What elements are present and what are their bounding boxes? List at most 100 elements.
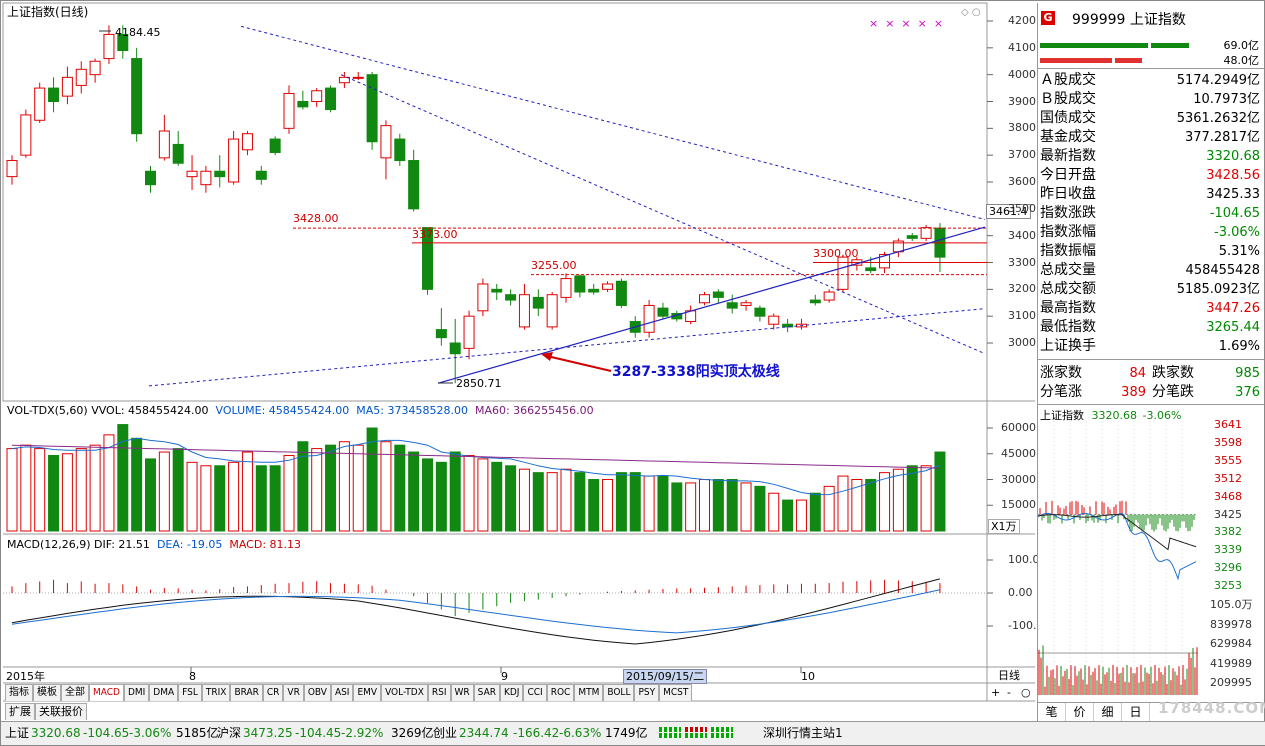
tab-cr[interactable]: CR [262,684,284,701]
tab-obv[interactable]: OBV [303,684,331,701]
buy-strength-bar-2 [1151,43,1189,48]
volume-tick-label: 60000 [1001,421,1036,434]
tab-mcst[interactable]: MCST [659,684,693,701]
count-label: 跌家数 [1152,365,1194,381]
period-label[interactable]: 日线 [998,669,1020,682]
volume-bar [145,458,156,532]
volume-bar [422,458,433,532]
candle-body [408,160,420,210]
status-hs-name[interactable]: 沪深 [217,726,242,740]
quote-row: 指数涨幅 -3.06% [1040,223,1262,242]
tab-指标[interactable]: 指标 [5,684,33,701]
price-tick-label: 3100 [1008,309,1036,323]
level-label-3255: 3255.00 [531,259,577,272]
mini-tab-detail[interactable]: 细 [1094,703,1122,721]
quote-divider [1038,68,1264,69]
quote-row-label: 今日开盘 [1040,167,1096,183]
tab-fsl[interactable]: FSL [178,684,202,701]
status-cy-name[interactable]: 创业 [433,726,458,740]
candle-body [574,275,586,293]
candle-body [269,138,281,153]
tab-模板[interactable]: 模板 [33,684,61,701]
chart-canvas[interactable] [1,1,1037,721]
volume-bar [712,479,724,532]
price-panel-frame [2,2,988,402]
quote-row-value: 10.7973亿 [1193,92,1260,107]
mini-tab-ticks[interactable]: 笔 [1038,703,1066,721]
candle-body [823,291,835,301]
count-value-up: 84 [1129,366,1146,381]
mini-tab-price[interactable]: 价 [1066,703,1094,721]
tab-emv[interactable]: EMV [353,684,382,701]
quote-row-label: 基金成交 [1040,129,1096,145]
tab-psy[interactable]: PSY [634,684,660,701]
tab-kdj[interactable]: KDJ [499,684,524,701]
tab-dma[interactable]: DMA [149,684,179,701]
downtrend-line-upper [240,25,986,221]
tab-vr[interactable]: VR [283,684,304,701]
date-label-oct: 10 [801,670,815,683]
tab-brar[interactable]: BRAR [230,684,263,701]
tab-dmi[interactable]: DMI [123,684,150,701]
status-server[interactable]: 深圳行情主站1 [763,726,843,740]
quote-row-label: 总成交量 [1040,262,1096,278]
count-row: 涨家数 84 跌家数 985 [1040,364,1262,383]
mini-tab-daily[interactable]: 日 [1122,703,1150,721]
quote-row: Ｂ股成交 10.7973亿 [1040,90,1262,109]
candle-body [394,138,406,162]
volume-bar [671,482,683,532]
volume-bar [934,451,946,532]
quote-row-label: Ａ股成交 [1040,72,1096,88]
tab-wr[interactable]: WR [450,684,474,701]
volume-bar [172,448,184,532]
candle-body [546,294,558,328]
quote-row-value: 5.31% [1218,244,1260,259]
mini-axis-label: 3425 [1214,507,1242,521]
count-value-down: 985 [1235,366,1260,381]
volume-bar [643,475,655,532]
candle-body [117,33,129,52]
volume-bar [297,441,309,532]
window-control-icons[interactable]: ◇ ○ [961,7,981,18]
quote-row: 指数振幅 5.31% [1040,242,1262,261]
volume-bar [782,499,794,532]
tab-related-quotes[interactable]: 关联报价 [35,703,87,720]
candle-body [6,160,18,178]
price-tick-label: 4000 [1008,67,1036,81]
tab-macd[interactable]: MACD [89,684,124,701]
candle-body [865,267,877,272]
volume-bar [532,472,544,532]
mini-intraday-chart[interactable] [1038,421,1198,697]
quote-row-value: 3428.56 [1206,168,1260,183]
mini-axis-label: 3641 [1214,418,1242,431]
reset-zoom-button[interactable]: ○ [1021,686,1031,699]
tab-asi[interactable]: ASI [330,684,354,701]
tab-cci[interactable]: CCI [523,684,547,701]
tab-sar[interactable]: SAR [473,684,500,701]
candle-body [740,302,752,306]
volume-bar [283,454,295,532]
candle-body [463,315,475,349]
tab-mtm[interactable]: MTM [574,684,604,701]
volume-bar [103,434,115,532]
zoom-out-button[interactable]: - [1007,686,1011,699]
dea-line [11,589,941,634]
tab-trix[interactable]: TRIX [201,684,231,701]
status-sh-name[interactable]: 上证 [5,726,30,740]
volume-bar [48,454,60,532]
tab-vol-tdx[interactable]: VOL-TDX [381,684,428,701]
price-tick-label: 3800 [1008,121,1036,135]
volume-bar [574,472,586,532]
low-price-label: 2850.71 [456,377,502,390]
tab-rsi[interactable]: RSI [427,684,451,701]
tab-boll[interactable]: BOLL [603,684,635,701]
tab-全部[interactable]: 全部 [61,684,89,701]
quote-row-value: 5361.2632亿 [1176,111,1260,126]
zoom-in-button[interactable]: + [991,686,1001,699]
candle-body [560,278,572,298]
volume-bar [186,461,198,532]
tab-extend[interactable]: 扩展 [5,703,35,720]
quote-row-value: -104.65 [1209,206,1260,221]
tab-roc[interactable]: ROC [546,684,575,701]
